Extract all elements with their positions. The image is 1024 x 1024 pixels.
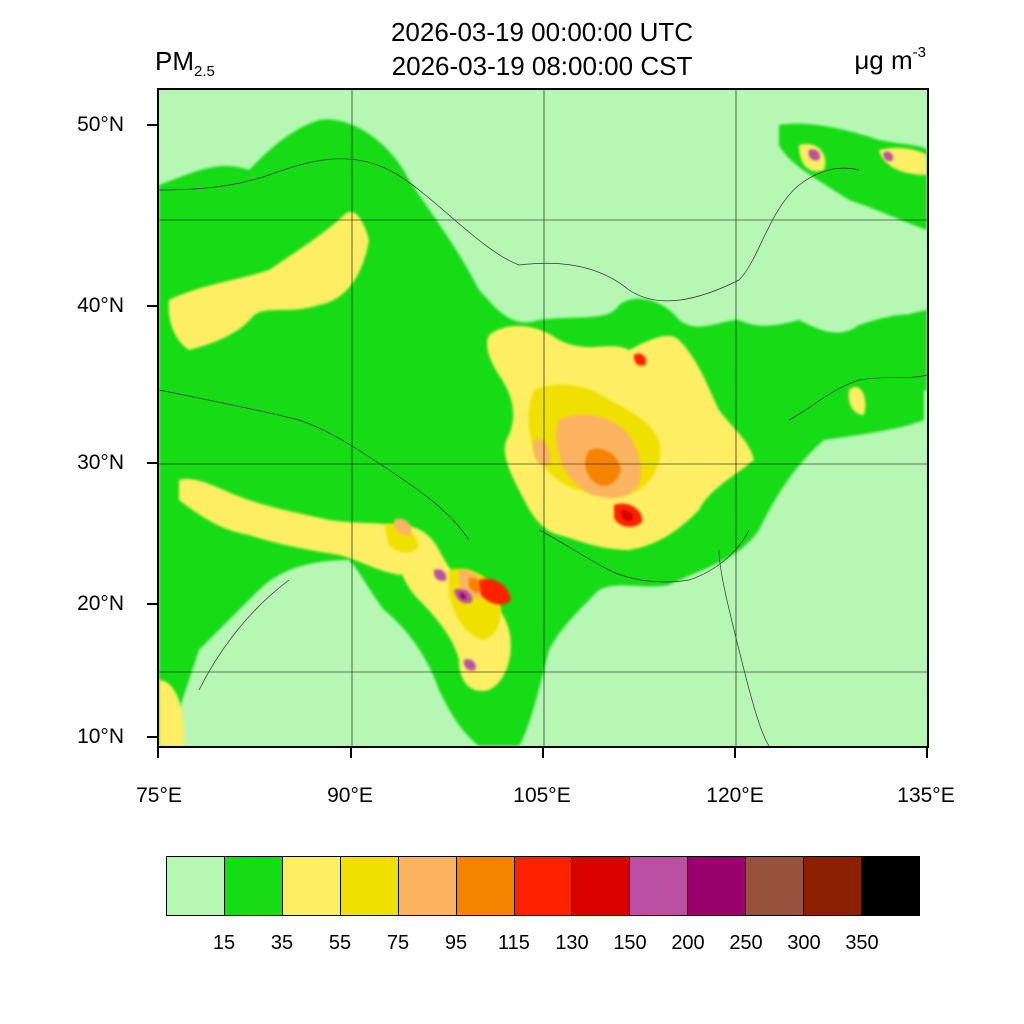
colorbar-swatch <box>804 857 863 915</box>
map-title-utc: 2026-03-19 00:00:00 UTC <box>390 17 694 47</box>
contour-level-130 <box>479 353 647 605</box>
lon-tick-75 <box>157 748 159 758</box>
lat-tick-30 <box>147 462 157 464</box>
lon-label-75: 75°E <box>136 784 182 807</box>
variable-subscript: 2.5 <box>194 63 215 80</box>
colorbar-swatch <box>746 857 805 915</box>
colorbar-label: 95 <box>444 932 468 954</box>
lat-tick-10 <box>147 736 157 738</box>
unit-name: μg m <box>854 45 913 75</box>
colorbar-label: 150 <box>613 932 647 954</box>
lat-label-50: 50°N <box>77 113 124 136</box>
colorbar-label: 75 <box>386 932 410 954</box>
contour-level-115 <box>468 448 621 593</box>
pm25-map-canvas <box>159 90 927 746</box>
colorbar-swatch <box>340 857 399 915</box>
lon-label-90: 90°E <box>327 784 373 807</box>
colorbar <box>166 856 920 916</box>
variable-label: PM2.5 <box>155 46 215 80</box>
colorbar-swatch <box>224 857 283 915</box>
lat-label-10: 10°N <box>77 725 124 748</box>
colorbar-swatch <box>282 857 341 915</box>
lat-label-40: 40°N <box>77 294 124 317</box>
colorbar-swatch <box>572 857 631 915</box>
lat-tick-50 <box>147 124 157 126</box>
pm25-map <box>157 88 929 748</box>
colorbar-swatch <box>862 857 919 915</box>
colorbar-label: 350 <box>845 932 879 954</box>
lat-tick-40 <box>147 305 157 307</box>
colorbar-swatch <box>167 857 225 915</box>
country-boundaries <box>159 158 927 746</box>
lon-label-105: 105°E <box>513 784 571 807</box>
lon-tick-105 <box>542 748 544 758</box>
lat-tick-20 <box>147 603 157 605</box>
lon-tick-90 <box>350 748 352 758</box>
map-title-cst: 2026-03-19 08:00:00 CST <box>391 51 693 81</box>
colorbar-label: 300 <box>787 932 821 954</box>
colorbar-swatch <box>630 857 689 915</box>
colorbar-label: 200 <box>671 932 705 954</box>
contour-level-200 <box>433 149 894 671</box>
colorbar-label: 130 <box>555 932 589 954</box>
unit-exponent: -3 <box>912 44 926 61</box>
unit-label: μg m-3 <box>854 44 926 76</box>
lat-label-30: 30°N <box>77 451 124 474</box>
graticule <box>159 90 927 746</box>
variable-name: PM <box>155 46 194 76</box>
colorbar-swatch <box>688 857 747 915</box>
colorbar-label: 55 <box>328 932 352 954</box>
lon-tick-135 <box>926 748 928 758</box>
colorbar-label: 115 <box>498 932 530 954</box>
colorbar-label: 35 <box>270 932 294 954</box>
colorbar-label: 15 <box>212 932 236 954</box>
lon-tick-120 <box>734 748 736 758</box>
colorbar-swatch <box>398 857 457 915</box>
lon-label-120: 120°E <box>706 784 764 807</box>
colorbar-swatch <box>456 857 515 915</box>
lon-label-135: 135°E <box>897 784 955 807</box>
colorbar-swatch <box>514 857 573 915</box>
colorbar-label: 250 <box>729 932 763 954</box>
lat-label-20: 20°N <box>77 592 124 615</box>
